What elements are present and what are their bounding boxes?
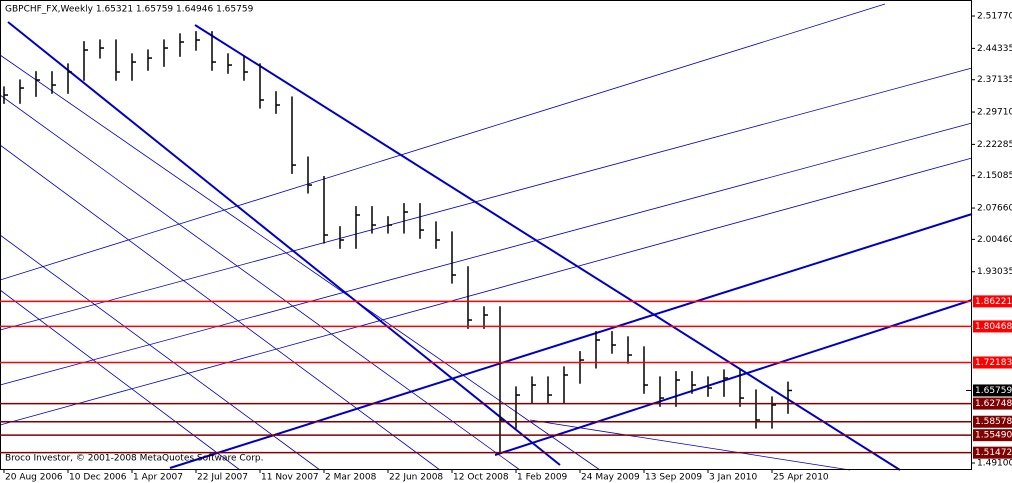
level-box: [973, 446, 1012, 459]
y-tick-label: 2.15085: [977, 171, 1012, 181]
x-tick-label: 11 Nov 2007: [261, 473, 319, 483]
plot-border: [0, 0, 972, 470]
level-box: [973, 429, 1012, 442]
y-tick-label: 2.29710: [977, 108, 1012, 118]
level-label: 1.55490: [975, 431, 1012, 441]
level-box: [973, 356, 1012, 369]
y-tick-label: 1.93035: [977, 267, 1012, 277]
fork-line: [7, 21, 561, 466]
y-tick-label: 2.00460: [977, 235, 1012, 245]
level-label: 1.86221: [975, 297, 1012, 307]
watermark: Broco Investor, © 2001-2008 MetaQuotes S…: [5, 454, 264, 464]
level-label: 1.62748: [975, 399, 1012, 409]
fan-line: [0, 3, 886, 281]
level-label: 1.51472: [975, 448, 1012, 458]
x-tick-label: 24 May 2009: [581, 473, 640, 483]
x-tick-label: 3 Jan 2010: [709, 473, 757, 483]
level-label: 1.80468: [975, 322, 1012, 332]
x-tick-label: 10 Dec 2006: [69, 473, 127, 483]
x-tick-label: 13 Sep 2009: [645, 473, 702, 483]
fan-line: [529, 419, 851, 471]
level-box: [973, 295, 1012, 308]
x-tick-label: 22 Jul 2007: [197, 473, 248, 483]
y-tick-label: 2.44335: [977, 44, 1012, 54]
level-box: [973, 397, 1012, 410]
fork-line: [194, 24, 901, 471]
x-tick-label: 2 Mar 2008: [325, 473, 377, 483]
x-tick-label: 25 Apr 2010: [773, 473, 829, 483]
x-tick-label: 1 Apr 2007: [133, 473, 183, 483]
fan-line: [0, 234, 321, 471]
x-tick-label: 22 Jun 2008: [389, 473, 443, 483]
level-label: 1.58578: [975, 417, 1012, 427]
y-tick-label: 2.22285: [977, 140, 1012, 150]
last-price-box: [973, 384, 1012, 397]
plot: [3, 31, 792, 453]
y-tick-label: 1.49100: [977, 458, 1012, 468]
x-tick-label: 1 Feb 2009: [517, 473, 568, 483]
fan-line: [0, 94, 521, 471]
pitchfork: [0, 3, 973, 471]
fan-line: [0, 157, 973, 426]
y-tick-label: 2.51770: [977, 12, 1012, 22]
fork-line: [169, 213, 973, 469]
fan-line: [0, 289, 241, 471]
y-tick-label: 2.07660: [977, 204, 1012, 214]
x-tick-label: 20 Aug 2006: [5, 473, 63, 483]
fan-line: [0, 144, 441, 471]
x-tick-label: 12 Oct 2008: [453, 473, 509, 483]
fan-line: [0, 67, 973, 331]
fan-line: [0, 122, 973, 386]
chart-title: GBPCHF_FX,Weekly 1.65321 1.65759 1.64946…: [5, 5, 254, 15]
level-box: [973, 415, 1012, 428]
last-price-label: 1.65759: [975, 386, 1012, 396]
y-tick-label: 2.37135: [977, 75, 1012, 85]
level-label: 1.72183: [975, 358, 1012, 368]
level-box: [973, 320, 1012, 333]
